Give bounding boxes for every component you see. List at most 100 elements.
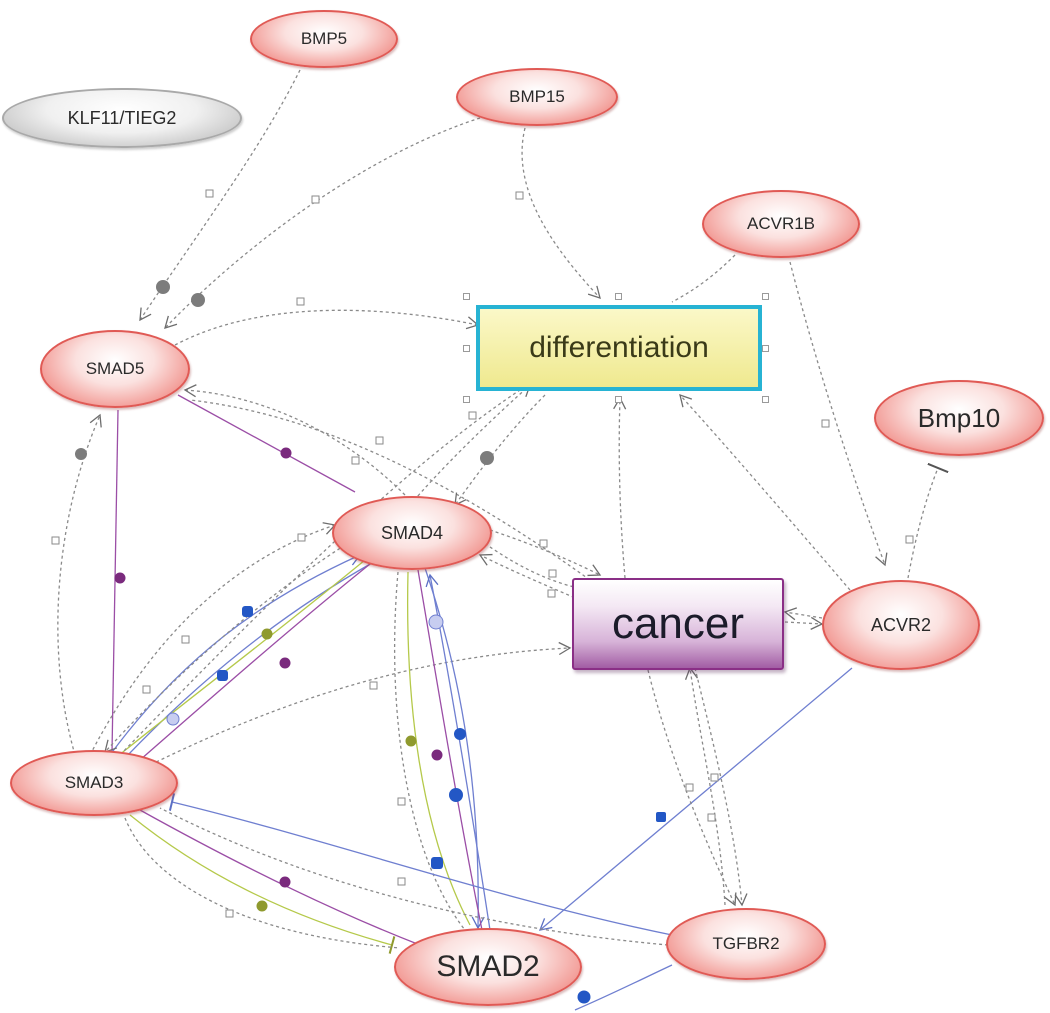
edge-smad4-smad3-purple bbox=[139, 559, 376, 761]
selection-handle[interactable] bbox=[463, 293, 470, 300]
edge-tgfbr2-smad3-blue bbox=[168, 793, 673, 936]
edge-midpoint-marker bbox=[468, 411, 477, 420]
node-klf11-tieg2[interactable]: KLF11/TIEG2 bbox=[2, 88, 242, 148]
edge-smad4-cancer bbox=[489, 529, 602, 577]
edge-cancer-smad5 bbox=[189, 399, 591, 581]
edge-cancer-smad4 bbox=[478, 553, 581, 601]
edge-dot-gray bbox=[75, 448, 87, 460]
edges-layer bbox=[57, 69, 949, 1011]
edge-midpoint-marker bbox=[539, 539, 548, 548]
edge-smad3-smad4-gray bbox=[89, 522, 337, 756]
edge-dot-blue bbox=[449, 788, 463, 802]
edge-dot-blue bbox=[242, 606, 253, 617]
edge-smad5-smad3 bbox=[111, 409, 119, 753]
selection-handle[interactable] bbox=[762, 293, 769, 300]
node-label: cancer bbox=[611, 599, 745, 648]
node-acvr2[interactable]: ACVR2 bbox=[822, 580, 980, 670]
edge-dot-gray bbox=[480, 451, 494, 465]
edge-midpoint-marker bbox=[296, 297, 305, 306]
edge-midpoint-marker bbox=[142, 685, 151, 694]
edge-midpoint-marker bbox=[515, 191, 524, 200]
node-smad3[interactable]: SMAD3 bbox=[10, 750, 178, 816]
edge-smad5-differentiation bbox=[174, 309, 480, 346]
edge-smad3-smad4-blue2 bbox=[124, 562, 373, 759]
node-label: SMAD3 bbox=[64, 773, 124, 792]
node-label: Bmp10 bbox=[917, 402, 1001, 433]
edge-acvr2-smad2 bbox=[538, 667, 853, 931]
edge-dot-olive bbox=[256, 900, 268, 912]
edge-midpoint-marker bbox=[547, 589, 556, 598]
edge-smad3-cancer bbox=[139, 641, 572, 771]
edge-acvr2-cancer bbox=[783, 607, 823, 621]
edge-acvr2-differentiation bbox=[679, 393, 851, 591]
edge-tgfbr2-cancer bbox=[684, 666, 726, 906]
node-label: ACVR1B bbox=[746, 214, 816, 233]
edge-cancer-differentiation bbox=[613, 396, 627, 579]
edge-dot-lavender bbox=[428, 614, 444, 630]
edge-smad3-smad4-blue1 bbox=[109, 553, 362, 756]
edge-midpoint-marker bbox=[297, 533, 306, 542]
edge-acvr1b-acvr2 bbox=[789, 261, 888, 567]
edge-midpoint-marker bbox=[181, 635, 190, 644]
edge-dot-purple bbox=[280, 447, 292, 459]
edge-smad4-smad2-purple bbox=[417, 569, 483, 931]
edge-smad5-smad4 bbox=[177, 394, 356, 493]
edge-dot-blue bbox=[656, 812, 666, 822]
edge-smad4-smad3-gray bbox=[104, 544, 346, 754]
edge-tgfbr2-smad3-gray bbox=[159, 807, 669, 946]
edge-midpoint-marker bbox=[707, 813, 716, 822]
node-tgfbr2[interactable]: TGFBR2 bbox=[666, 908, 826, 980]
selection-handle[interactable] bbox=[762, 396, 769, 403]
node-smad4[interactable]: SMAD4 bbox=[332, 496, 492, 570]
node-label: differentiation bbox=[529, 331, 709, 364]
edge-differentiation-smad4 bbox=[454, 394, 546, 507]
node-smad5[interactable]: SMAD5 bbox=[40, 330, 190, 408]
edge-dot-purple bbox=[431, 749, 443, 761]
node-bmp15[interactable]: BMP15 bbox=[456, 68, 618, 126]
node-cancer[interactable]: cancer bbox=[572, 578, 784, 670]
selection-handle[interactable] bbox=[762, 345, 769, 352]
edge-midpoint-marker bbox=[905, 535, 914, 544]
node-smad2[interactable]: SMAD2 bbox=[394, 928, 582, 1006]
edge-midpoint-marker bbox=[369, 681, 378, 690]
node-label: SMAD4 bbox=[380, 522, 443, 543]
edge-acvr1b-differentiation bbox=[671, 254, 736, 303]
edge-midpoint-marker bbox=[205, 189, 214, 198]
edge-dot-olive bbox=[405, 735, 417, 747]
edge-dot-purple bbox=[114, 572, 126, 584]
edge-midpoint-marker bbox=[548, 569, 557, 578]
node-label: BMP15 bbox=[509, 87, 565, 106]
node-label: TGFBR2 bbox=[712, 934, 780, 953]
edge-smad3-smad2-olive bbox=[129, 814, 396, 954]
edge-midpoint-marker bbox=[351, 456, 360, 465]
edge-midpoint-marker bbox=[685, 783, 694, 792]
node-bmp10[interactable]: Bmp10 bbox=[874, 380, 1044, 456]
selection-handle[interactable] bbox=[463, 345, 470, 352]
node-differentiation[interactable]: differentiation bbox=[476, 305, 762, 391]
edge-dot-blue bbox=[577, 990, 591, 1004]
edge-dot-gray bbox=[191, 293, 205, 307]
node-label: SMAD5 bbox=[85, 359, 145, 378]
edge-dot-purple bbox=[279, 657, 291, 669]
edge-dot-blue bbox=[431, 857, 443, 869]
edge-smad3-smad2-gray bbox=[124, 817, 401, 949]
edge-smad3-smad4-olive bbox=[117, 559, 366, 757]
edge-dot-blue bbox=[217, 670, 228, 681]
edge-midpoint-marker bbox=[51, 536, 60, 545]
edge-midpoint-marker bbox=[375, 436, 384, 445]
selection-handle[interactable] bbox=[615, 396, 622, 403]
node-bmp5[interactable]: BMP5 bbox=[250, 10, 398, 68]
edge-cancer-tgfbr2 bbox=[694, 667, 748, 907]
edge-midpoint-marker bbox=[821, 419, 830, 428]
selection-handle[interactable] bbox=[463, 396, 470, 403]
selection-handle[interactable] bbox=[615, 293, 622, 300]
edge-markers-layer bbox=[51, 189, 914, 1004]
node-label: ACVR2 bbox=[870, 614, 932, 635]
edge-midpoint-marker bbox=[397, 797, 406, 806]
node-acvr1b[interactable]: ACVR1B bbox=[702, 190, 860, 258]
edge-bmp15-differentiation bbox=[521, 127, 601, 299]
edge-smad4-smad5 bbox=[183, 384, 406, 496]
node-label: SMAD2 bbox=[436, 950, 540, 983]
edge-midpoint-marker bbox=[311, 195, 320, 204]
